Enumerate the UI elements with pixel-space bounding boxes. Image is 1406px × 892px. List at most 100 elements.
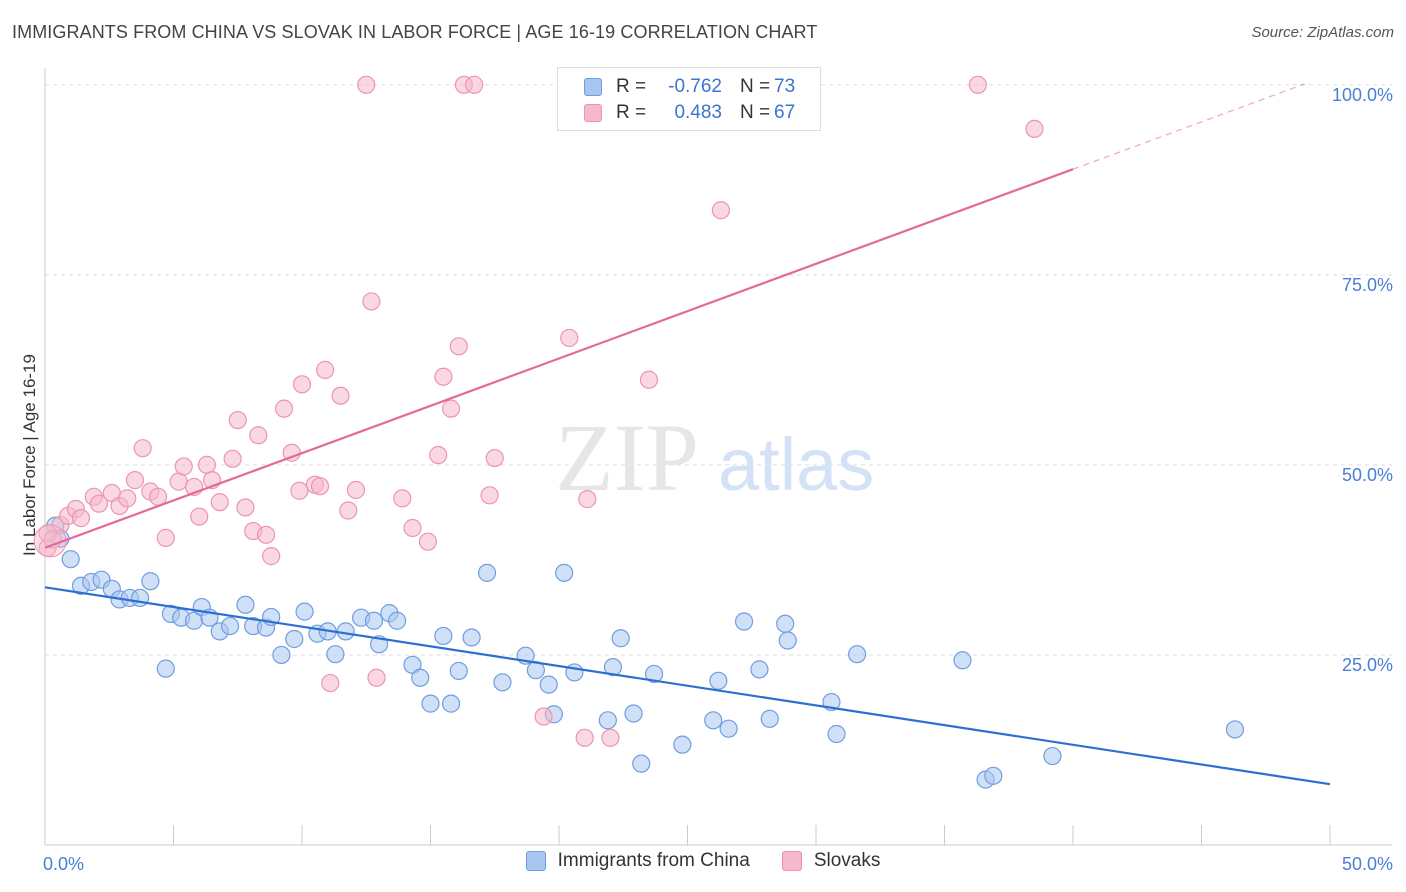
watermark: ZIP atlas — [555, 404, 874, 511]
slovak-point — [292, 375, 312, 394]
slovak-point — [339, 501, 358, 520]
slovak-point — [321, 673, 340, 693]
slovak-point — [601, 728, 620, 747]
r-label: R = — [616, 102, 647, 123]
legend-item-slovak[interactable]: Slovaks — [781, 850, 881, 872]
slovak-point — [441, 399, 461, 418]
china-point — [421, 694, 440, 713]
slovak-point — [560, 328, 579, 348]
r-value: -0.762 — [668, 76, 722, 97]
china-point — [1043, 746, 1062, 766]
china-point — [704, 711, 723, 730]
china-point — [272, 645, 291, 665]
slovak-point — [968, 75, 988, 94]
china-swatch — [525, 851, 546, 871]
china-point — [434, 626, 453, 646]
slovak-point — [575, 728, 594, 747]
stats-row-slovak: R = 0.483 N = 67 — [558, 100, 795, 126]
n-value: 67 — [774, 102, 796, 123]
stats-row-china: R = -0.762 N = 73 — [558, 74, 795, 100]
slovak-point — [174, 457, 193, 476]
slovak-point — [133, 439, 152, 458]
axes — [44, 68, 1392, 846]
slovak-point — [210, 493, 229, 512]
china-point — [364, 611, 384, 630]
china-point — [441, 694, 461, 713]
china-point — [220, 616, 240, 636]
x-tick-label-min: 0.0% — [43, 854, 84, 874]
slovak-point — [534, 707, 553, 726]
n-label: N = — [740, 76, 771, 97]
n-value: 73 — [774, 76, 796, 97]
slovak-point — [156, 528, 175, 547]
china-point — [477, 563, 497, 582]
china-point — [848, 645, 867, 664]
slovak-point — [310, 477, 330, 496]
china-point — [719, 719, 738, 738]
china-point — [778, 631, 797, 650]
y-tick-label: 50.0% — [1342, 465, 1393, 485]
slovak-point — [256, 525, 276, 544]
china-point — [734, 612, 754, 631]
slovak-point — [290, 481, 309, 500]
china-point — [827, 724, 846, 744]
slovak-point — [118, 489, 137, 508]
china-point — [236, 595, 255, 614]
chart-title: IMMIGRANTS FROM CHINA VS SLOVAK IN LABOR… — [12, 22, 818, 42]
china-point — [462, 628, 481, 647]
slovak-point — [393, 489, 412, 508]
china-point — [776, 614, 795, 633]
china-point — [760, 709, 779, 728]
slovak-point — [403, 518, 422, 538]
china-swatch — [584, 78, 602, 96]
slovak-point — [465, 75, 484, 94]
grid-lines — [45, 84, 1392, 656]
x-tick-label-max: 50.0% — [1342, 854, 1393, 874]
china-point — [493, 673, 512, 692]
slovak-point — [449, 337, 468, 356]
china-point — [411, 668, 430, 687]
slovak-point — [480, 486, 499, 505]
n-label: N = — [740, 102, 771, 123]
slovak-point — [418, 532, 438, 551]
slovak-point — [711, 201, 731, 220]
legend-label-china: Immigrants from China — [557, 850, 750, 871]
china-point — [984, 766, 1003, 785]
slovak-point — [357, 75, 376, 94]
series-legend: Immigrants from China Slovaks — [0, 850, 1406, 872]
series-china-points — [46, 516, 1245, 789]
china-point — [611, 629, 630, 648]
slovak-point — [331, 386, 350, 405]
legend-label-slovak: Slovaks — [813, 850, 881, 871]
china-point — [632, 754, 651, 773]
china-point — [750, 660, 769, 679]
china-point — [644, 664, 664, 684]
china-point — [539, 675, 558, 694]
china-point — [326, 645, 345, 664]
china-trend-line — [44, 586, 1331, 786]
stats-legend: R = -0.762 N = 73 R = 0.483 N = 67 — [557, 67, 821, 131]
trend-lines — [44, 83, 1331, 786]
slovak-point — [316, 360, 335, 379]
y-tick-label: 75.0% — [1342, 275, 1393, 295]
china-point — [598, 711, 617, 730]
legend-item-china[interactable]: Immigrants from China — [525, 850, 750, 872]
slovak-point — [485, 448, 504, 468]
y-tick-label: 100.0% — [1332, 85, 1393, 105]
slovak-point — [429, 445, 448, 465]
slovak-point — [1025, 119, 1044, 138]
slovak-point — [639, 370, 659, 389]
china-point — [953, 651, 972, 670]
china-point — [295, 602, 314, 621]
slovak-point — [125, 471, 145, 490]
watermark-zip: ZIP — [555, 404, 699, 511]
slovak-point — [223, 449, 242, 468]
china-point — [673, 735, 692, 754]
source-attribution: Source: ZipAtlas.com — [1251, 24, 1394, 41]
china-point — [624, 704, 643, 723]
slovak-point — [434, 367, 453, 386]
slovak-point — [274, 399, 294, 418]
y-tick-label: 25.0% — [1342, 655, 1393, 675]
slovak-point — [346, 480, 366, 500]
slovak-point — [262, 547, 281, 566]
